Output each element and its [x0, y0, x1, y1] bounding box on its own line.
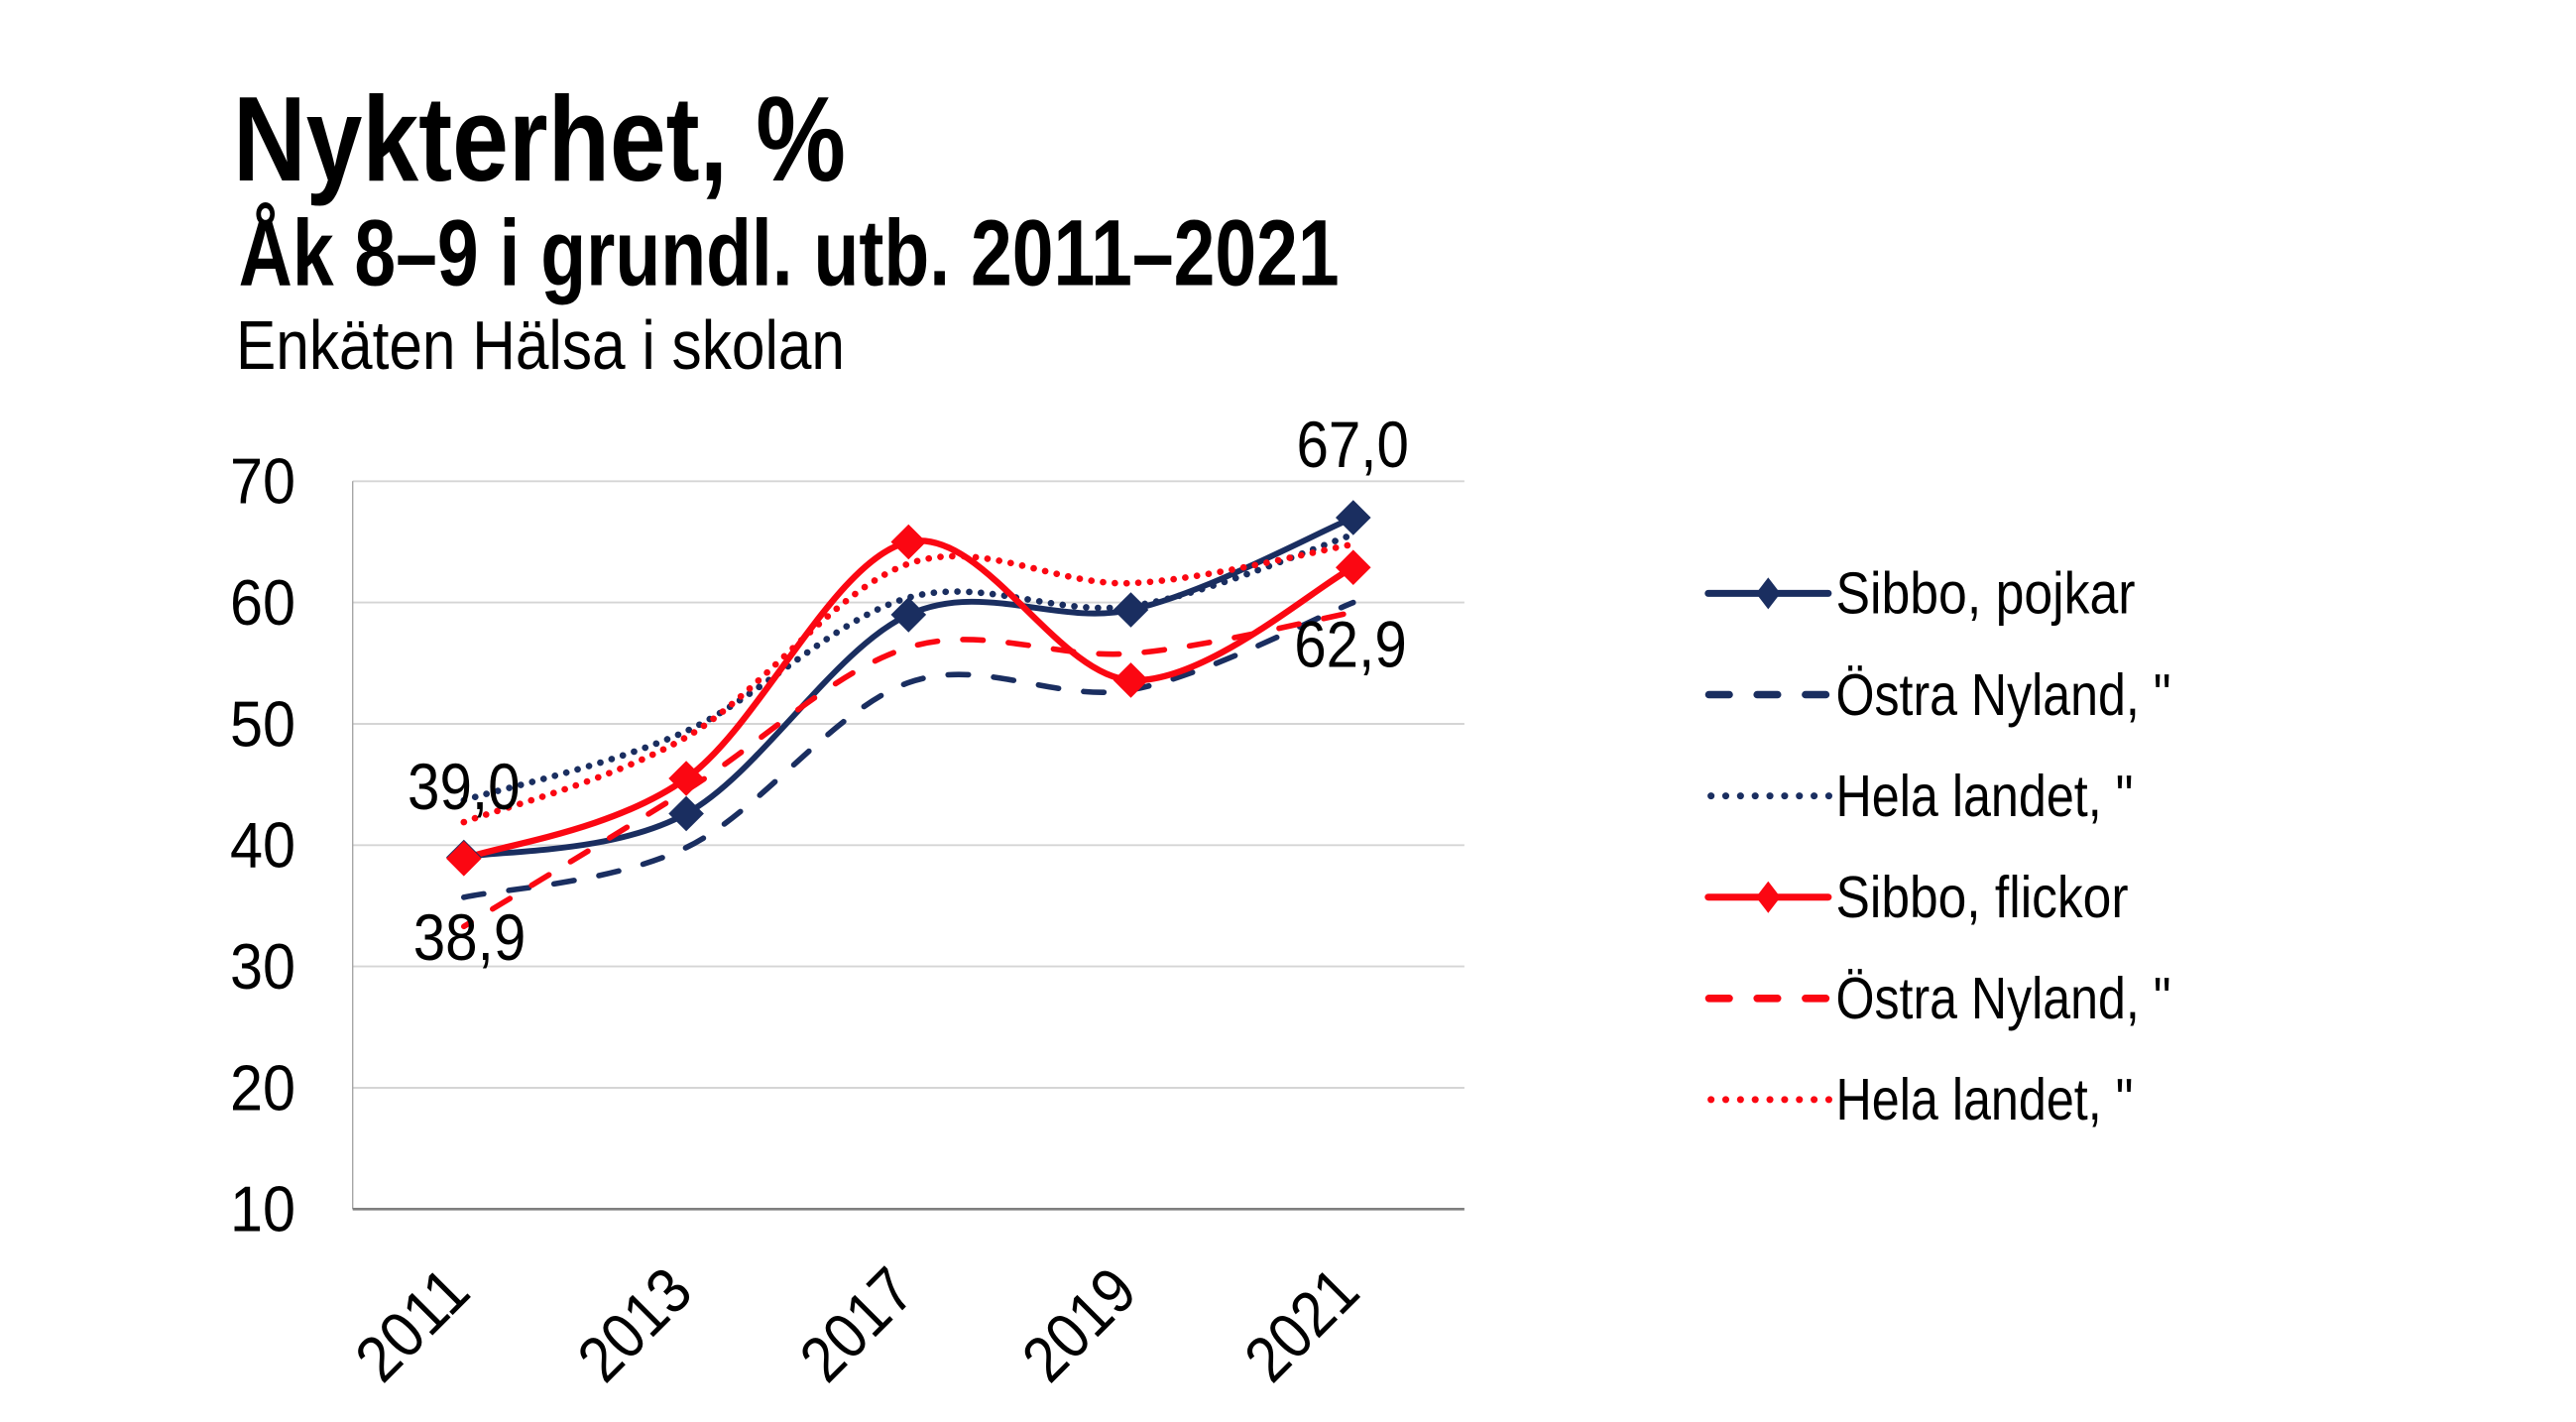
- svg-text:50: 50: [230, 687, 295, 760]
- svg-text:Åk 8–9 i grundl. utb. 2011–202: Åk 8–9 i grundl. utb. 2011–2021: [239, 200, 1340, 305]
- svg-text:Sibbo, flickor: Sibbo, flickor: [1836, 865, 2129, 930]
- svg-text:20: 20: [230, 1051, 295, 1124]
- svg-text:30: 30: [230, 930, 295, 1003]
- svg-text:70: 70: [230, 445, 295, 518]
- svg-text:67,0: 67,0: [1296, 409, 1409, 481]
- svg-text:60: 60: [230, 566, 295, 639]
- svg-text:39,0: 39,0: [408, 751, 521, 823]
- svg-text:Nykterhet, %: Nykterhet, %: [233, 71, 846, 206]
- svg-text:Östra Nyland, ": Östra Nyland, ": [1836, 662, 2171, 728]
- svg-text:Hela landet, ": Hela landet, ": [1836, 764, 2134, 829]
- svg-text:10: 10: [230, 1173, 295, 1245]
- svg-text:40: 40: [230, 809, 295, 882]
- svg-text:Enkäten Hälsa i skolan: Enkäten Hälsa i skolan: [236, 306, 845, 384]
- svg-text:Östra Nyland, ": Östra Nyland, ": [1836, 966, 2171, 1031]
- svg-text:Sibbo, pojkar: Sibbo, pojkar: [1836, 561, 2136, 627]
- svg-text:62,9: 62,9: [1294, 609, 1407, 681]
- svg-text:Hela landet, ": Hela landet, ": [1836, 1067, 2134, 1132]
- svg-text:38,9: 38,9: [413, 901, 527, 974]
